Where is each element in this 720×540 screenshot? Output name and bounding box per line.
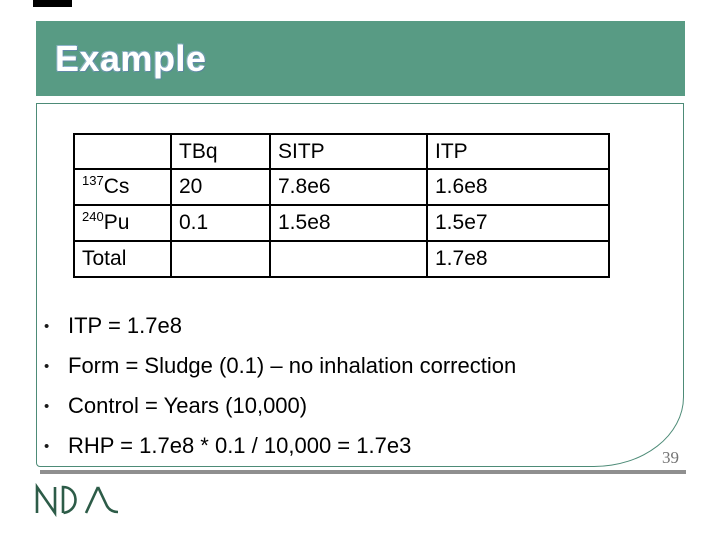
header-cell-tbq: TBq	[170, 133, 271, 170]
isotope-mass: 137	[82, 173, 104, 188]
footer-divider-line	[40, 470, 686, 474]
table-row: Total 1.7e8	[73, 240, 610, 278]
header-cell-sitp: SITP	[269, 133, 428, 170]
cell-value: 20	[170, 168, 271, 206]
row-label-cs137: 137Cs	[73, 168, 172, 206]
cell-value	[269, 240, 428, 278]
cell-value: 1.5e7	[426, 204, 610, 242]
isotope-table: TBq SITP ITP 137Cs 20 7.8e6 1.6e8 240Pu …	[73, 133, 610, 278]
bullet-text: RHP = 1.7e8 * 0.1 / 10,000 = 1.7e3	[68, 433, 412, 458]
cell-value: 0.1	[170, 204, 271, 242]
list-item: • ITP = 1.7e8	[44, 306, 674, 346]
top-accent-bar	[33, 0, 72, 7]
list-item: • Form = Sludge (0.1) – no inhalation co…	[44, 346, 674, 386]
page-number: 39	[662, 448, 679, 467]
cell-value: 7.8e6	[269, 168, 428, 206]
nda-logo	[35, 482, 156, 518]
isotope-symbol: Cs	[103, 175, 130, 198]
total-label: Total	[82, 247, 127, 270]
cell-value: 1.7e8	[426, 240, 610, 278]
list-item: • RHP = 1.7e8 * 0.1 / 10,000 = 1.7e3	[44, 426, 674, 466]
bullet-text: Form = Sludge (0.1) – no inhalation corr…	[68, 353, 517, 378]
bullet-icon: •	[44, 317, 50, 335]
bullet-icon: •	[44, 357, 50, 375]
table-header-row: TBq SITP ITP	[73, 133, 610, 170]
isotope-symbol: Pu	[103, 211, 130, 234]
nda-logo-letters	[35, 482, 119, 518]
header-cell-blank	[73, 133, 172, 170]
slide-header: Example	[36, 21, 685, 96]
row-label-total: Total	[73, 240, 172, 278]
bullet-icon: •	[44, 437, 50, 455]
list-item: • Control = Years (10,000)	[44, 386, 674, 426]
bullet-text: ITP = 1.7e8	[68, 313, 182, 338]
bullet-list: • ITP = 1.7e8 • Form = Sludge (0.1) – no…	[44, 306, 674, 466]
cell-value	[170, 240, 271, 278]
table-row: 240Pu 0.1 1.5e8 1.5e7	[73, 204, 610, 242]
cell-value: 1.6e8	[426, 168, 610, 206]
bullet-icon: •	[44, 397, 50, 415]
isotope-mass: 240	[82, 209, 104, 224]
page-title: Example	[55, 38, 207, 79]
row-label-pu240: 240Pu	[73, 204, 172, 242]
bullet-text: Control = Years (10,000)	[68, 393, 308, 418]
table-row: 137Cs 20 7.8e6 1.6e8	[73, 168, 610, 206]
header-cell-itp: ITP	[426, 133, 610, 170]
cell-value: 1.5e8	[269, 204, 428, 242]
